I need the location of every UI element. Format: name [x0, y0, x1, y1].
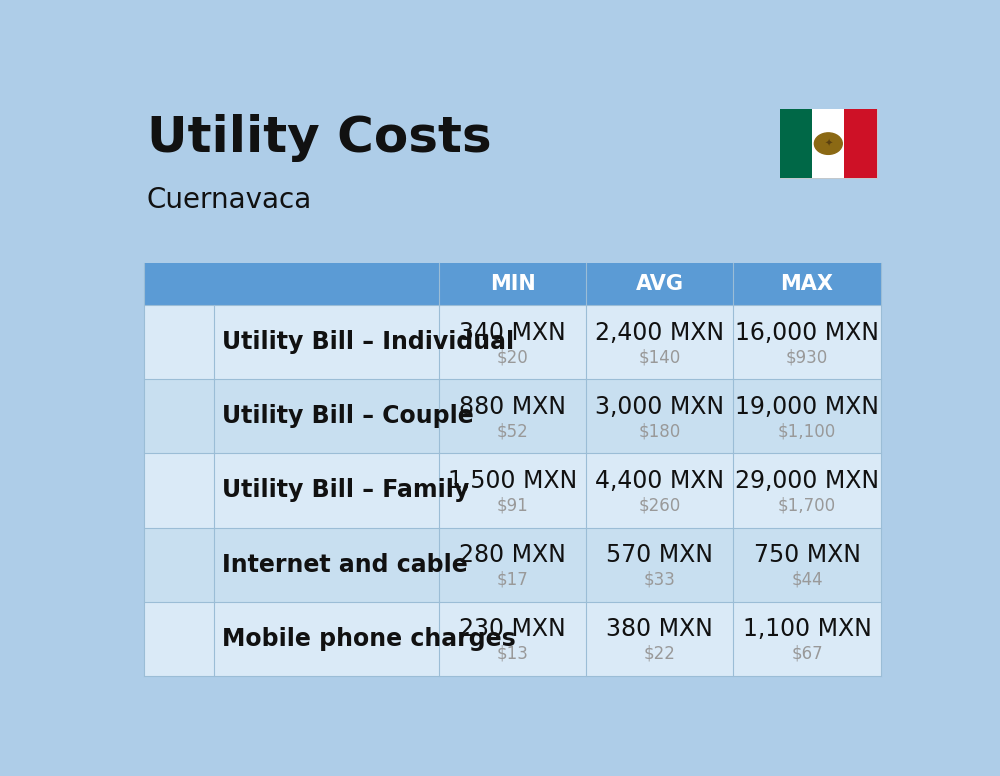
Text: $140: $140 — [639, 348, 681, 366]
Text: $33: $33 — [644, 570, 676, 588]
Text: AVG: AVG — [636, 275, 684, 294]
Text: Internet and cable: Internet and cable — [222, 553, 468, 577]
Text: Mobile phone charges: Mobile phone charges — [222, 627, 516, 650]
Text: Utility Bill – Couple: Utility Bill – Couple — [222, 404, 474, 428]
Text: 230 MXN: 230 MXN — [459, 617, 566, 641]
Text: 29,000 MXN: 29,000 MXN — [735, 469, 879, 493]
Bar — [144, 305, 881, 379]
Text: $180: $180 — [639, 422, 681, 440]
Text: $22: $22 — [644, 645, 676, 663]
Text: 280 MXN: 280 MXN — [459, 543, 566, 567]
Text: $930: $930 — [786, 348, 828, 366]
Bar — [144, 528, 881, 601]
Text: Cuernavaca: Cuernavaca — [147, 185, 312, 213]
Text: $20: $20 — [497, 348, 528, 366]
Text: $13: $13 — [497, 645, 528, 663]
Bar — [144, 263, 881, 305]
Text: $1,100: $1,100 — [778, 422, 836, 440]
Circle shape — [814, 133, 842, 154]
Text: 2,400 MXN: 2,400 MXN — [595, 320, 724, 345]
Bar — [844, 109, 877, 178]
Text: 880 MXN: 880 MXN — [459, 395, 566, 419]
Text: 570 MXN: 570 MXN — [606, 543, 713, 567]
Text: 3,000 MXN: 3,000 MXN — [595, 395, 724, 419]
Text: $1,700: $1,700 — [778, 497, 836, 514]
Text: 750 MXN: 750 MXN — [754, 543, 861, 567]
Text: $91: $91 — [497, 497, 528, 514]
Text: $260: $260 — [639, 497, 681, 514]
Text: Utility Bill – Family: Utility Bill – Family — [222, 479, 469, 503]
Text: 19,000 MXN: 19,000 MXN — [735, 395, 879, 419]
Bar — [144, 453, 881, 528]
Text: 16,000 MXN: 16,000 MXN — [735, 320, 879, 345]
Text: Utility Bill – Individual: Utility Bill – Individual — [222, 331, 514, 355]
Text: 1,100 MXN: 1,100 MXN — [743, 617, 871, 641]
Text: $67: $67 — [791, 645, 823, 663]
Bar — [812, 109, 844, 178]
Text: ✦: ✦ — [824, 139, 832, 149]
Text: $52: $52 — [497, 422, 528, 440]
Bar — [144, 379, 881, 453]
Bar — [144, 601, 881, 676]
Bar — [780, 109, 877, 178]
Text: 340 MXN: 340 MXN — [459, 320, 566, 345]
Text: 380 MXN: 380 MXN — [606, 617, 713, 641]
Text: 4,400 MXN: 4,400 MXN — [595, 469, 724, 493]
Text: $17: $17 — [497, 570, 528, 588]
Text: 1,500 MXN: 1,500 MXN — [448, 469, 577, 493]
Text: MAX: MAX — [781, 275, 834, 294]
Bar — [780, 109, 812, 178]
Text: Utility Costs: Utility Costs — [147, 114, 491, 162]
Text: $44: $44 — [791, 570, 823, 588]
Text: MIN: MIN — [490, 275, 535, 294]
